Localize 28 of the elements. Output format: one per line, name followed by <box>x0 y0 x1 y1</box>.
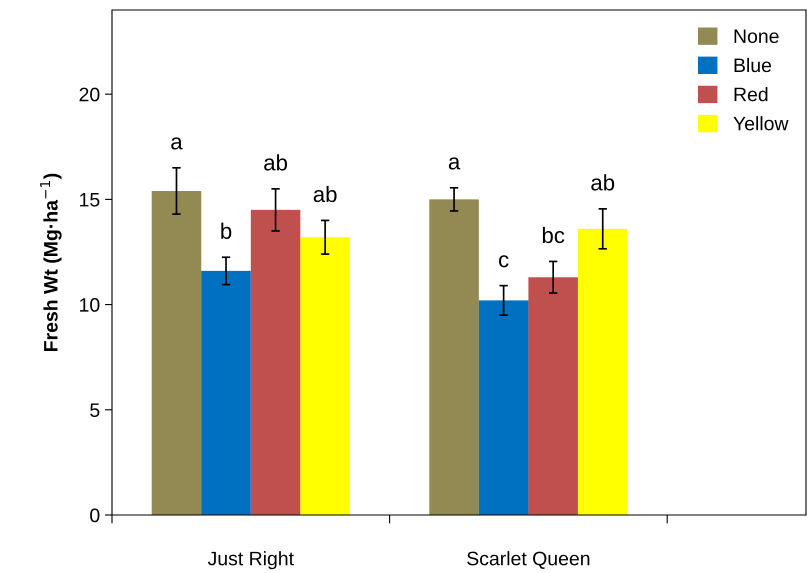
y-axis-title: Fresh Wt (Mg·ha$^{−1}$) <box>40 174 62 352</box>
bar <box>478 300 528 515</box>
data-label: b <box>221 222 232 239</box>
x-tick-label: Just Right <box>208 551 294 570</box>
legend-label: Blue <box>734 58 772 72</box>
bar <box>250 210 300 515</box>
y-tick-label: 10 <box>80 298 100 312</box>
data-label: a <box>448 157 460 170</box>
y-tick-label: 0 <box>90 508 100 522</box>
bar <box>201 270 251 515</box>
bar <box>528 277 578 515</box>
bar <box>578 228 628 515</box>
y-tick-label: 5 <box>90 403 100 418</box>
legend-label: Yellow <box>733 116 789 130</box>
y-tick-label: 20 <box>80 88 100 102</box>
data-label: a <box>171 137 183 150</box>
data-label: bc <box>542 226 564 244</box>
data-label: c <box>499 255 509 268</box>
x-tick-label: Scarlet Queen <box>467 551 590 569</box>
legend-label: Red <box>734 87 768 102</box>
data-label: ab <box>314 186 337 202</box>
bar <box>300 237 350 515</box>
data-label: ab <box>264 154 288 171</box>
bar <box>152 190 202 515</box>
bar <box>429 199 479 515</box>
y-tick-label: 15 <box>80 193 100 207</box>
legend-label: None <box>734 29 779 44</box>
data-label: ab <box>591 174 614 191</box>
